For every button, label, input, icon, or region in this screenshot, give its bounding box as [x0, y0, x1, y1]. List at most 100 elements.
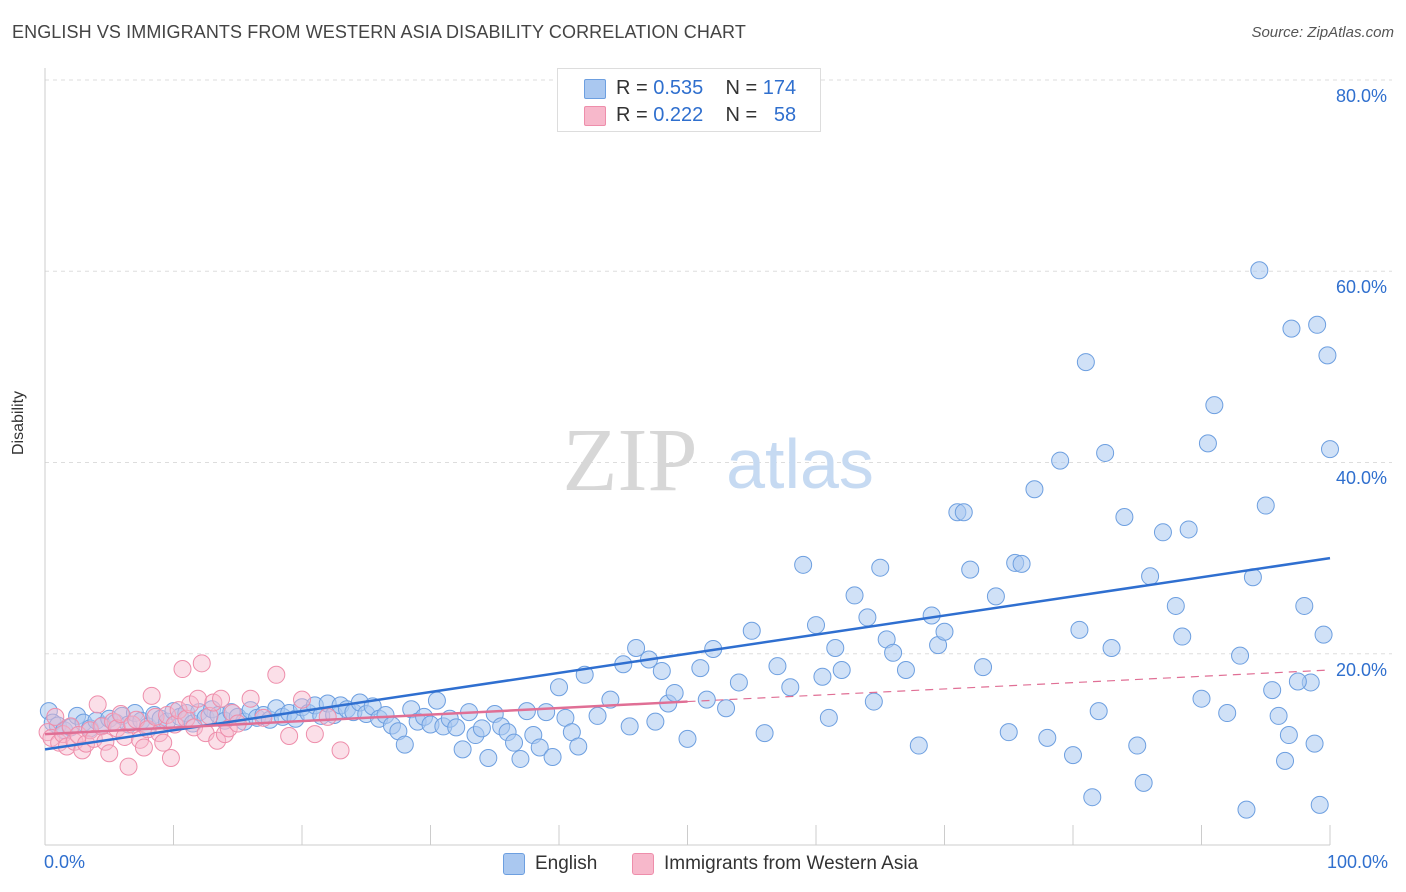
english-point	[665, 683, 684, 702]
english-point	[691, 659, 710, 678]
english-point	[896, 661, 915, 680]
english-point	[1128, 736, 1147, 755]
n-label: N =	[725, 104, 758, 126]
immigrants-point	[241, 689, 260, 708]
english-point	[1276, 751, 1295, 770]
english-point	[954, 503, 973, 522]
english-point	[832, 661, 851, 680]
y-tick-60: 60.0%	[1336, 277, 1388, 297]
english-point	[1115, 508, 1134, 527]
immigrants-point	[280, 726, 299, 745]
english-point	[974, 658, 993, 677]
english-point	[986, 587, 1005, 606]
immigrants-point	[305, 725, 324, 744]
english-point	[1308, 315, 1327, 334]
english-point	[845, 586, 864, 605]
english-point	[1263, 681, 1282, 700]
english-point	[479, 748, 498, 767]
n-label: N =	[725, 77, 758, 99]
english-point	[1231, 646, 1250, 665]
english-point	[447, 718, 466, 737]
english-point	[627, 639, 646, 658]
english-point	[858, 608, 877, 627]
english-point	[1205, 396, 1224, 415]
immigrants-point	[158, 705, 177, 724]
english-point	[826, 639, 845, 658]
chart-source: Source: ZipAtlas.com	[1251, 24, 1394, 41]
chart-title: ENGLISH VS IMMIGRANTS FROM WESTERN ASIA …	[12, 22, 746, 42]
english-point	[588, 706, 607, 725]
english-point	[1038, 728, 1057, 747]
english-point	[1141, 567, 1160, 586]
english-point	[646, 712, 665, 731]
english-point	[569, 737, 588, 756]
english-point	[1179, 520, 1198, 539]
english-point	[961, 560, 980, 579]
english-point	[1282, 319, 1301, 338]
x-max-label: 100.0%	[1327, 852, 1389, 872]
immigrants-point	[46, 707, 65, 726]
r-label: R =	[616, 104, 648, 126]
english-legend-label: English	[535, 853, 598, 874]
immigrants-r-value: 0.222	[653, 104, 704, 126]
english-n-value: 174	[762, 77, 797, 99]
english-point	[1218, 704, 1237, 723]
english-point	[781, 678, 800, 697]
english-point	[1064, 746, 1082, 765]
r-label: R =	[616, 77, 648, 99]
english-point	[652, 661, 671, 680]
english-point	[1192, 689, 1211, 708]
english-point	[935, 622, 954, 641]
y-tick-20: 20.0%	[1336, 660, 1388, 680]
immigrants-point	[331, 741, 350, 760]
y-axis-title: Disability	[10, 390, 27, 455]
english-trend-line	[44, 556, 1331, 751]
english-point	[1102, 639, 1121, 658]
immigrants-trend-line	[44, 700, 688, 736]
immigrants-point	[192, 654, 211, 673]
english-legend-swatch	[503, 853, 525, 875]
watermark-zip: ZIP	[563, 411, 698, 510]
immigrants-point	[188, 689, 207, 708]
immigrants-point	[293, 690, 311, 709]
watermark: ZIP atlas	[563, 411, 874, 510]
y-tick-40: 40.0%	[1336, 468, 1388, 488]
stats-legend: R = 0.535 N = 174 R = 0.222 N = 58	[557, 68, 821, 132]
immigrants-point	[267, 665, 286, 684]
english-point	[807, 616, 825, 635]
immigrants-point	[88, 695, 107, 714]
immigrants-point	[161, 748, 180, 767]
english-point	[717, 699, 736, 718]
y-tick-80: 80.0%	[1336, 86, 1388, 106]
immigrants-point	[318, 707, 337, 726]
english-point	[1025, 480, 1044, 499]
english-point	[697, 690, 716, 709]
english-point	[620, 717, 639, 736]
english-point	[1051, 451, 1070, 470]
english-point	[1198, 434, 1217, 453]
english-point	[999, 723, 1018, 742]
watermark-atlas: atlas	[726, 425, 874, 503]
english-point	[864, 692, 883, 711]
english-point	[819, 708, 838, 727]
immigrants-trend-extension	[687, 669, 1331, 703]
english-point	[1096, 443, 1115, 462]
immigrants-swatch	[584, 106, 606, 126]
axes	[44, 68, 1331, 846]
english-point	[1295, 596, 1314, 615]
english-point	[1269, 706, 1288, 725]
english-swatch	[584, 79, 606, 99]
english-point	[1012, 554, 1031, 573]
english-point	[601, 690, 620, 709]
english-point	[678, 729, 697, 748]
x-min-label: 0.0%	[44, 852, 86, 872]
english-point	[884, 643, 903, 662]
english-r-value: 0.535	[653, 77, 704, 99]
english-point	[1314, 625, 1333, 644]
english-point	[537, 703, 556, 722]
english-point	[1076, 353, 1095, 372]
english-point	[1070, 620, 1089, 639]
english-point	[453, 740, 472, 759]
english-point	[755, 724, 774, 743]
